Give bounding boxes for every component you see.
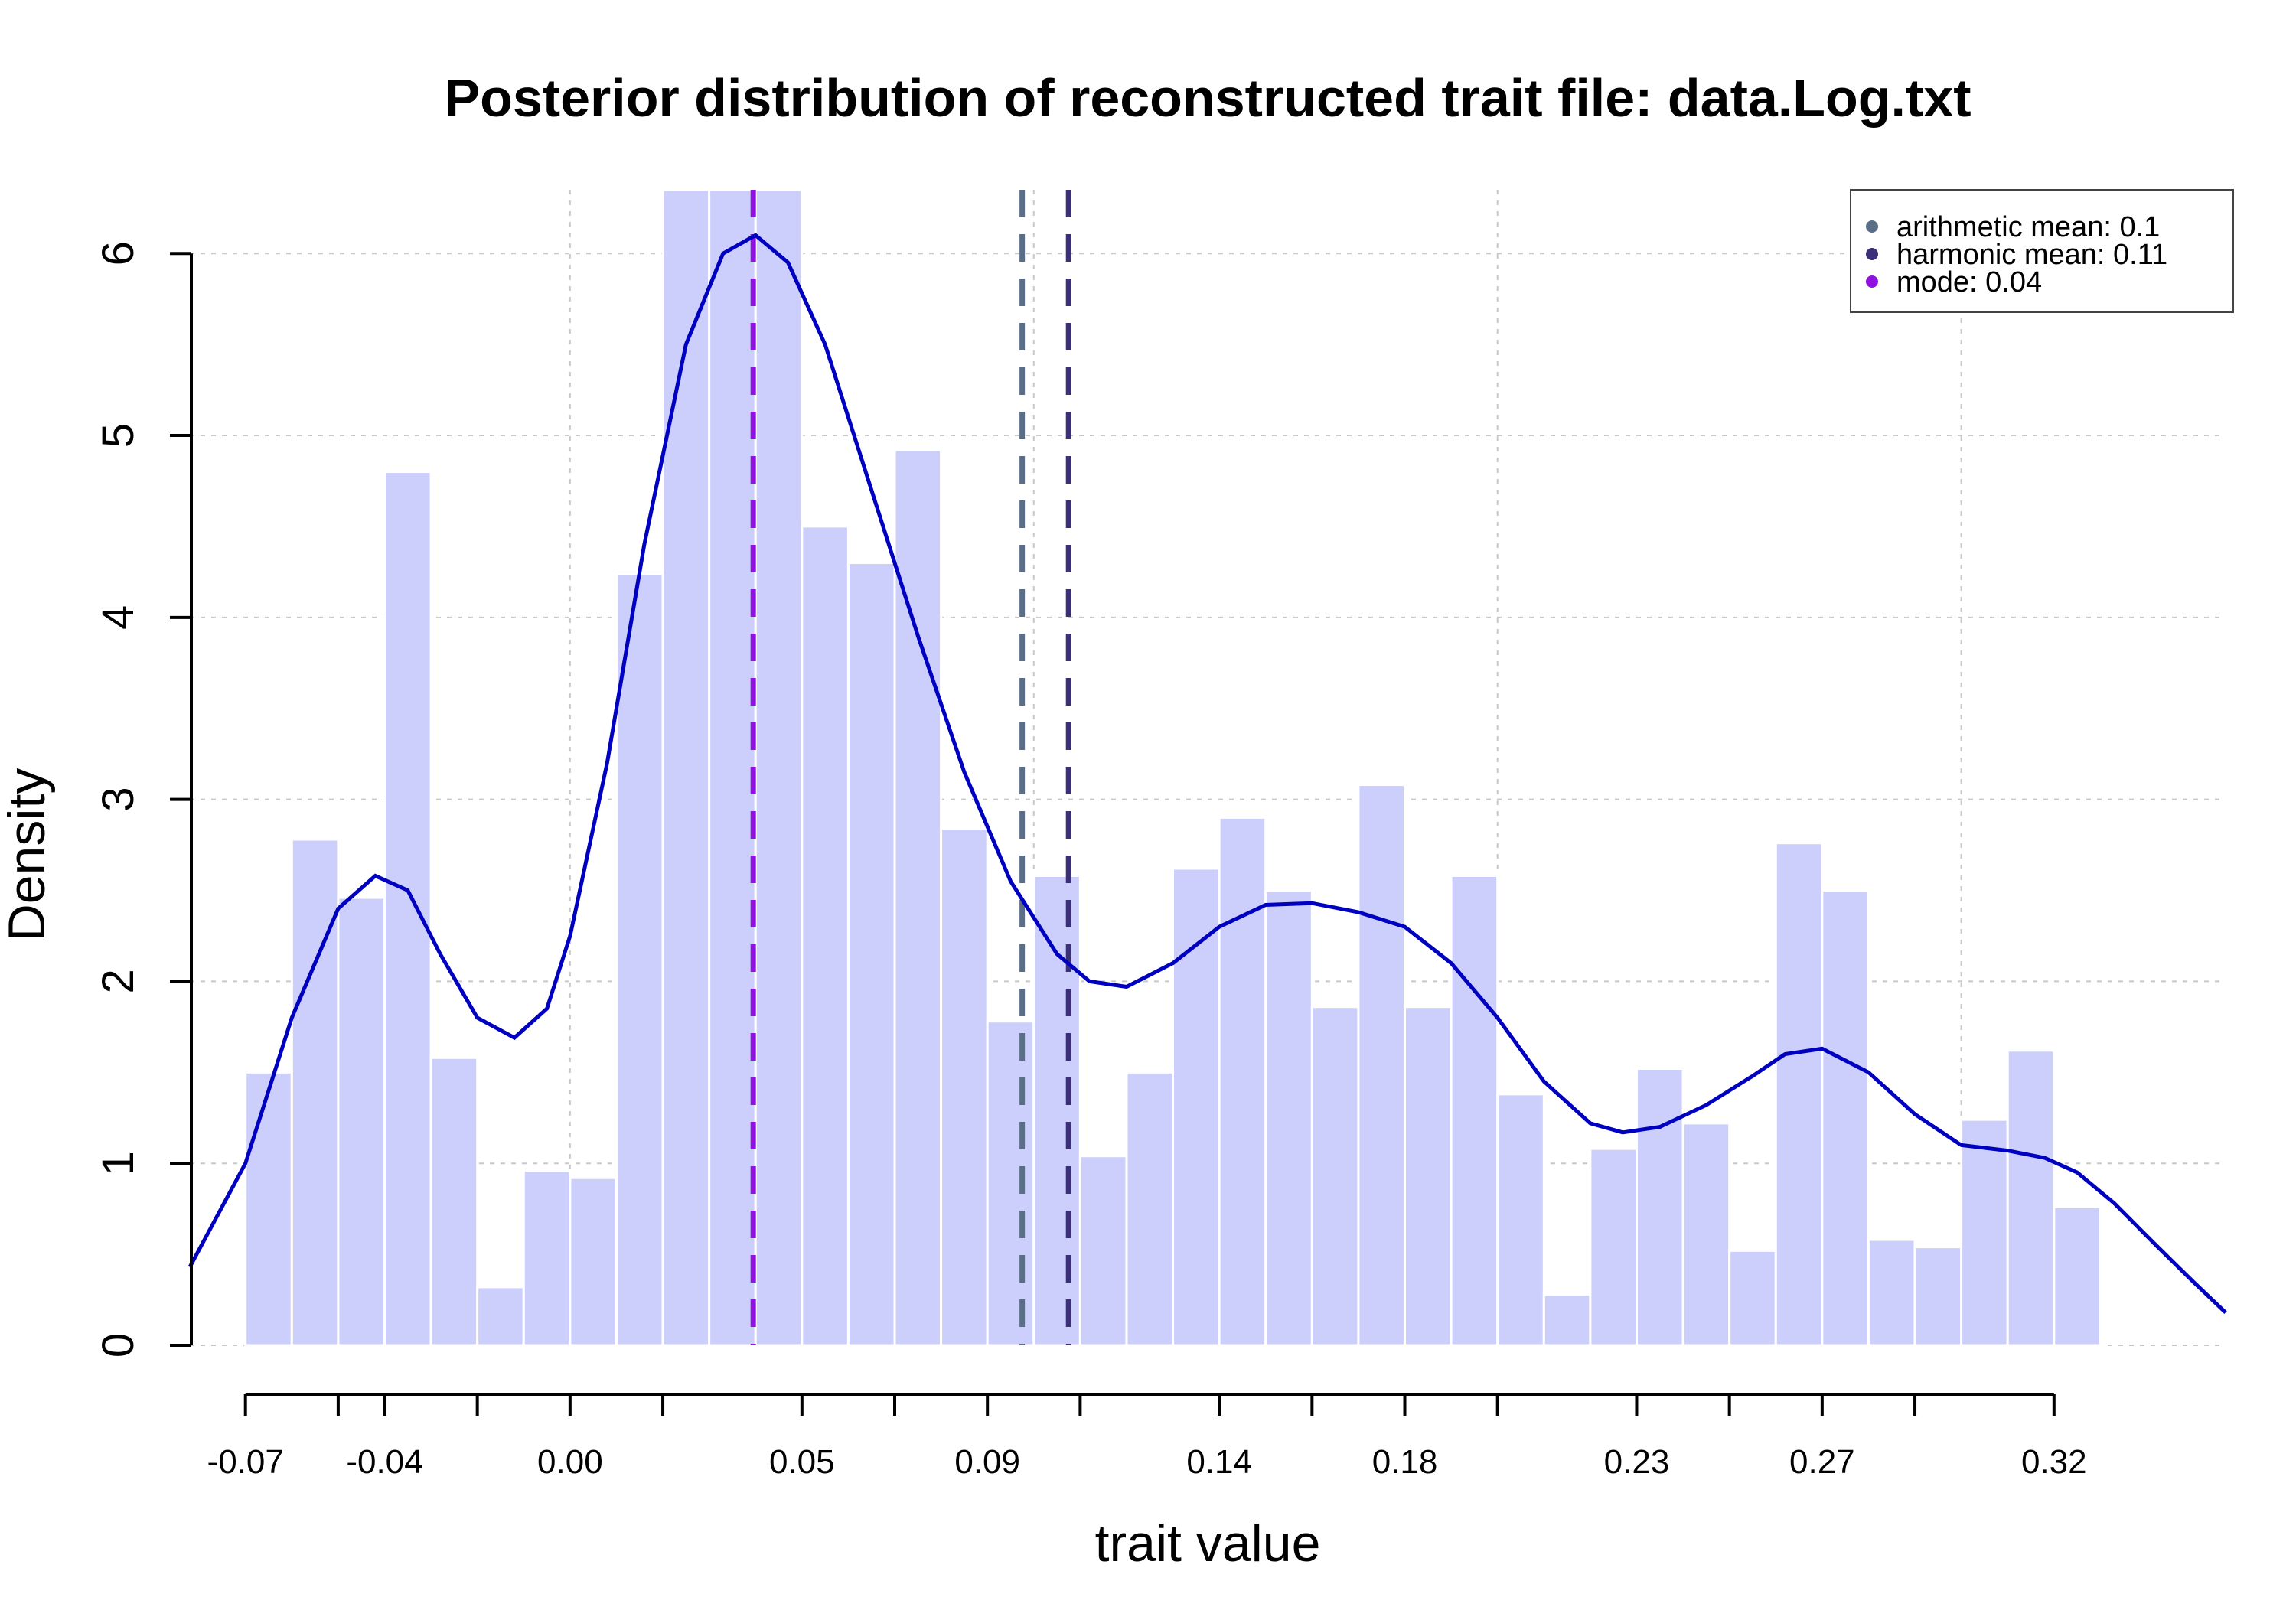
- histogram-bar: [940, 827, 989, 1347]
- histogram-bar: [615, 572, 664, 1347]
- histogram-bar: [801, 525, 850, 1347]
- histogram-bar: [1032, 874, 1081, 1347]
- x-tick-label: 0.05: [769, 1443, 835, 1481]
- histogram-bar: [754, 188, 804, 1347]
- histogram-bar: [569, 1176, 618, 1347]
- y-tick-label: 2: [93, 969, 143, 993]
- histogram-bar: [2006, 1049, 2056, 1347]
- histogram-bar: [1681, 1122, 1731, 1347]
- histogram-bar: [1821, 889, 1870, 1347]
- y-tick-label: 1: [93, 1151, 143, 1175]
- histogram-bar: [661, 188, 711, 1347]
- histogram-bar: [986, 1020, 1035, 1347]
- histogram-bar: [846, 561, 896, 1347]
- x-tick-label: 0.00: [537, 1443, 603, 1481]
- histogram-bar: [429, 1056, 479, 1347]
- histogram-bar: [476, 1286, 525, 1347]
- histogram-bar: [2053, 1205, 2102, 1347]
- y-tick-label: 5: [93, 423, 143, 448]
- x-axis-label: trait value: [1095, 1514, 1321, 1573]
- histogram-bar: [290, 838, 340, 1347]
- histogram-bar: [1635, 1068, 1684, 1347]
- histogram-bar: [1264, 889, 1313, 1347]
- histogram-bar: [383, 471, 432, 1347]
- histogram-bar: [708, 188, 757, 1347]
- y-tick-label: 6: [93, 241, 143, 266]
- reference-lines: [750, 190, 1071, 1345]
- histogram-bar: [1913, 1246, 1963, 1347]
- histogram-bar: [1450, 874, 1499, 1347]
- x-tick-label: 0.18: [1372, 1443, 1438, 1481]
- legend-box: [1850, 189, 2234, 313]
- histogram-bar: [1960, 1118, 2009, 1347]
- histogram-bar: [1078, 1155, 1128, 1347]
- legend-label: harmonic mean: 0.11: [1896, 239, 2167, 271]
- histogram-bar: [1125, 1071, 1175, 1347]
- legend-marker: [1866, 248, 1878, 260]
- histogram-bars: [244, 188, 2102, 1347]
- histogram-bar: [337, 896, 386, 1347]
- x-tick-label: 0.14: [1186, 1443, 1252, 1481]
- histogram-bar: [893, 448, 943, 1347]
- histogram-bar: [1728, 1249, 1777, 1347]
- x-tick-label: 0.27: [1789, 1443, 1855, 1481]
- y-tick-label: 4: [93, 605, 143, 630]
- x-tick-label: 0.09: [954, 1443, 1020, 1481]
- histogram-bar: [1542, 1292, 1592, 1347]
- y-axis-ticks: 0 1 2 3 4 5 6: [93, 241, 191, 1358]
- x-tick-label: -0.04: [346, 1443, 422, 1481]
- histogram-bar: [1404, 1006, 1453, 1347]
- legend-label: arithmetic mean: 0.1: [1896, 211, 2160, 243]
- histogram-bar: [1218, 816, 1267, 1347]
- y-tick-label: 0: [93, 1333, 143, 1358]
- histogram-bar: [1496, 1093, 1545, 1347]
- x-tick-label: 0.32: [2021, 1443, 2087, 1481]
- histogram-bar: [1310, 1006, 1360, 1347]
- legend-marker: [1866, 275, 1878, 288]
- histogram-bar: [522, 1169, 572, 1347]
- x-axis-ticks: -0.07 -0.04 0.00 0.05 0.09 0.14 0.18 0.23 0.27 0.…: [207, 1394, 2087, 1481]
- histogram-bar: [1172, 867, 1221, 1347]
- histogram-bar: [1867, 1238, 1916, 1347]
- y-axis-label: Density: [0, 768, 56, 942]
- histogram-bar: [1357, 784, 1407, 1347]
- x-tick-label: -0.07: [207, 1443, 284, 1481]
- y-tick-label: 3: [93, 787, 143, 811]
- histogram-bar: [1589, 1147, 1638, 1347]
- density-curve: [188, 233, 2227, 1315]
- x-tick-label: 0.23: [1604, 1443, 1670, 1481]
- histogram-bar: [244, 1071, 293, 1347]
- legend-label: mode: 0.04: [1896, 266, 2042, 298]
- histogram-bar: [1774, 842, 1824, 1347]
- chart-title: Posterior distribution of reconstructed …: [444, 68, 1971, 128]
- legend-marker: [1866, 220, 1878, 233]
